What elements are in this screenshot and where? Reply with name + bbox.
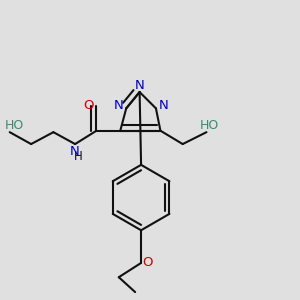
Text: HO: HO bbox=[4, 119, 24, 132]
Text: N: N bbox=[114, 99, 124, 112]
Text: O: O bbox=[83, 99, 93, 112]
Text: H: H bbox=[74, 150, 83, 163]
Text: N: N bbox=[158, 99, 168, 112]
Text: HO: HO bbox=[200, 119, 219, 132]
Text: N: N bbox=[70, 145, 80, 158]
Text: N: N bbox=[135, 79, 145, 92]
Text: O: O bbox=[142, 256, 153, 269]
